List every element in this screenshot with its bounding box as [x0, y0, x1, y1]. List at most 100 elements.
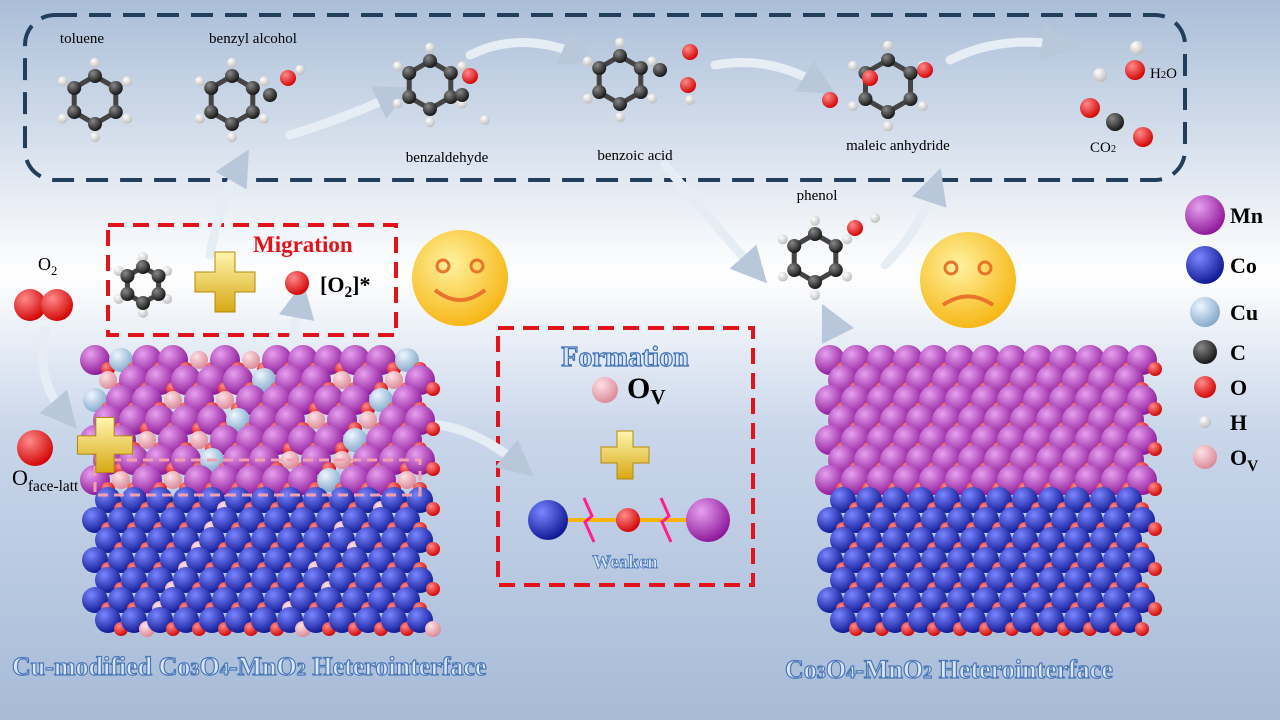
- atom: [194, 76, 205, 87]
- plus-sign: [77, 417, 133, 473]
- atom: [259, 76, 270, 87]
- atom: [204, 105, 219, 119]
- text: Heterointerface: [932, 655, 1113, 684]
- atom: [480, 115, 490, 125]
- atom: [917, 101, 928, 112]
- interface-box: [93, 458, 422, 497]
- atom: [1194, 376, 1216, 398]
- text: 3: [817, 662, 826, 682]
- eye: [977, 260, 993, 276]
- text: H: [1150, 66, 1161, 82]
- text: 4: [846, 662, 855, 682]
- arrow: [880, 167, 947, 270]
- text: O: [1230, 445, 1247, 470]
- mouth: [433, 288, 487, 302]
- pathway-box: [23, 13, 1187, 182]
- atom: [917, 62, 933, 78]
- text: O: [12, 465, 28, 490]
- atom: [883, 121, 893, 132]
- atom: [425, 42, 435, 53]
- legend-label: Co: [1230, 253, 1257, 278]
- atom: [810, 215, 820, 226]
- atom: [1186, 246, 1224, 284]
- atom: [682, 44, 698, 60]
- text: 2: [344, 284, 352, 301]
- atom: [57, 113, 68, 124]
- text: H: [1230, 410, 1247, 435]
- atom: [862, 70, 878, 86]
- text: O: [38, 254, 51, 274]
- vacancy-label: OV: [627, 372, 666, 409]
- arrow: [710, 58, 836, 95]
- atom: [787, 263, 802, 277]
- atom: [1193, 445, 1217, 469]
- atom: [680, 77, 696, 93]
- atom: [808, 275, 822, 289]
- eye: [469, 258, 485, 274]
- text: ]*: [352, 272, 370, 297]
- atom: [90, 57, 100, 68]
- legend-label: C: [1230, 340, 1246, 365]
- water-label: H2O: [1150, 66, 1177, 82]
- atom: [225, 117, 239, 131]
- atom: [647, 56, 658, 67]
- atom: [164, 471, 182, 489]
- atom: [333, 371, 351, 389]
- atom: [1148, 442, 1162, 456]
- atom: [307, 411, 325, 429]
- atom: [88, 69, 102, 83]
- atom: [653, 63, 667, 77]
- atom: [425, 117, 435, 128]
- atom: [252, 368, 276, 392]
- atom: [686, 498, 730, 542]
- atom: [317, 468, 341, 492]
- text: Cu-modified Co: [12, 652, 190, 681]
- atom: [190, 351, 208, 369]
- atom: [1148, 362, 1162, 376]
- mouth: [941, 294, 995, 307]
- atom: [903, 66, 918, 80]
- text: [O: [320, 272, 344, 297]
- atom: [108, 81, 123, 95]
- atom: [592, 61, 607, 75]
- lightning: [582, 497, 596, 543]
- atom: [88, 117, 102, 131]
- atom: [423, 102, 437, 116]
- text: O: [1166, 66, 1177, 82]
- atom: [164, 391, 182, 409]
- atom: [883, 40, 893, 51]
- atom: [1106, 113, 1124, 131]
- arrow: [660, 160, 768, 284]
- emoji: [920, 232, 1016, 328]
- molecule-label: maleic anhydride: [846, 138, 950, 154]
- atom: [392, 98, 403, 109]
- atom: [122, 113, 133, 124]
- atom: [881, 105, 895, 119]
- atom: [777, 271, 788, 282]
- atom: [426, 422, 440, 436]
- atom: [808, 227, 822, 241]
- atom: [285, 271, 309, 295]
- atom: [457, 61, 468, 72]
- atom: [787, 239, 802, 253]
- atom: [1080, 98, 1100, 118]
- atom: [685, 95, 695, 105]
- atom: [777, 234, 788, 245]
- left-caption: Cu-modified Co3O4-MnO2 Heterointerface: [12, 652, 487, 681]
- atom: [582, 56, 593, 67]
- atom: [1193, 340, 1217, 364]
- atom: [151, 269, 166, 283]
- atom: [592, 85, 607, 99]
- atom: [359, 411, 377, 429]
- atom: [402, 90, 417, 104]
- atom: [295, 65, 305, 75]
- legend-label: H: [1230, 410, 1247, 435]
- atom: [280, 70, 296, 86]
- atom: [462, 68, 478, 84]
- text: Co: [785, 655, 817, 684]
- atom: [122, 76, 133, 87]
- atom: [1093, 68, 1107, 82]
- legend-label: Mn: [1230, 203, 1263, 228]
- atom: [108, 105, 123, 119]
- molecules: [14, 37, 1153, 543]
